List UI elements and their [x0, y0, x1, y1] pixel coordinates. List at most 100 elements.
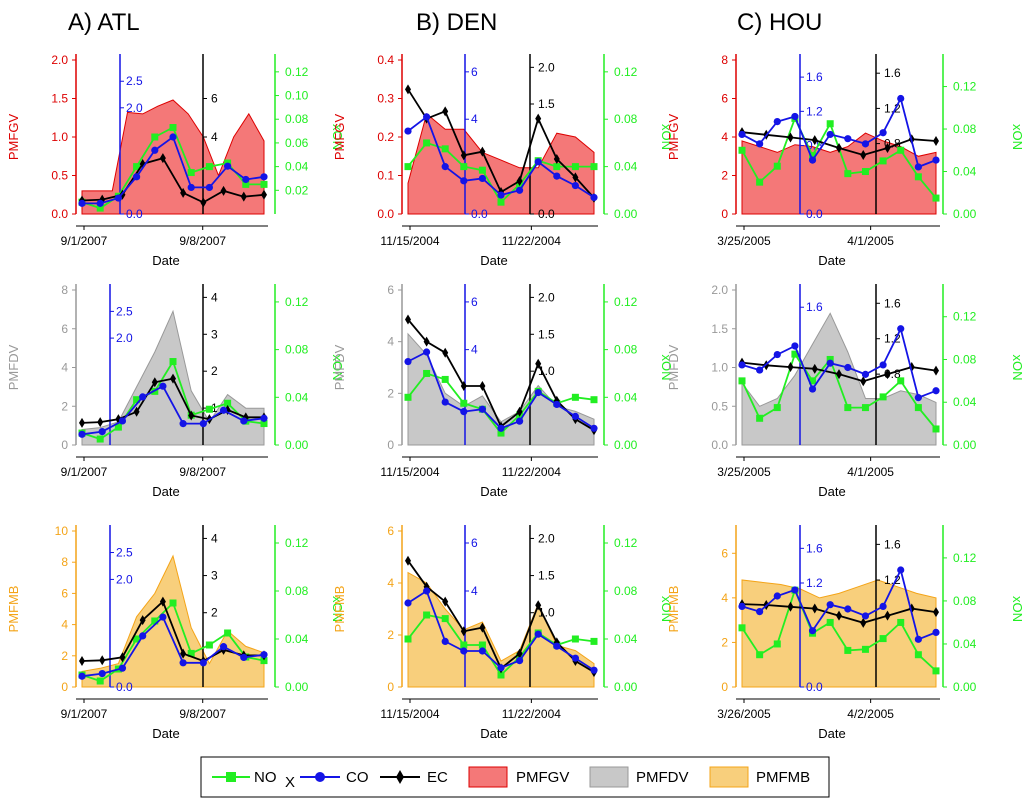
co-point [139, 632, 147, 640]
x-axis-title: Date [818, 726, 845, 741]
co-point [497, 191, 505, 199]
legend-pmfgv-swatch [468, 766, 508, 788]
left-tick-label: 0 [387, 438, 394, 452]
ec-point [860, 376, 867, 387]
ec-point [442, 596, 449, 607]
area-pmfdv [741, 312, 937, 446]
ec-point [516, 648, 523, 659]
ec-point [836, 610, 842, 621]
nox-point [861, 645, 869, 653]
nox-point [205, 405, 213, 413]
co-point [460, 177, 468, 185]
nox-tick-label: 0.12 [614, 536, 638, 550]
co-point [826, 130, 834, 139]
left-tick-label: 4 [387, 576, 394, 590]
left-tick-label: 0.2 [377, 130, 394, 144]
nox-point [571, 393, 579, 401]
nox-point [738, 624, 746, 632]
nox-tick-label: 0.08 [285, 584, 309, 598]
co-tick-label: 2.5 [126, 74, 143, 88]
ec-point [99, 655, 106, 666]
right-axis-title: xON [1010, 596, 1024, 622]
nox-point [187, 649, 195, 657]
nox-point [809, 152, 817, 160]
ec-point [884, 369, 891, 380]
left-tick-label: 0.0 [51, 207, 68, 221]
co-tick-label: 0.0 [471, 207, 488, 221]
ec-point [479, 622, 486, 633]
ec-tick-label: 1.0 [538, 364, 555, 378]
co-point [738, 602, 746, 611]
co-point [460, 647, 468, 655]
x-tick-label: 11/22/2004 [502, 707, 561, 721]
nox-point [205, 641, 213, 649]
ec-point [170, 373, 176, 384]
co-point [497, 424, 505, 432]
co-point [199, 659, 207, 667]
co-point [773, 118, 781, 126]
nox-tick-label: 0.08 [953, 122, 977, 136]
nox-point [897, 146, 905, 154]
left-tick-label: 4 [61, 618, 68, 632]
ec-tick-label: 2.0 [538, 60, 555, 74]
co-point [404, 357, 412, 366]
right-axis-title: xON [330, 124, 345, 150]
ec-point [159, 153, 166, 164]
co-point [260, 414, 268, 422]
nox-point [553, 163, 561, 171]
co-point [260, 651, 268, 659]
ec-point [811, 603, 818, 614]
ec-tick-label: 1.6 [884, 66, 901, 80]
ec-point [460, 380, 467, 391]
ec-point [405, 314, 411, 325]
nox-tick-label: 0.00 [285, 680, 309, 694]
co-tick-label: 4 [471, 584, 478, 598]
ec-point [240, 191, 247, 202]
nox-tick-label: 0.04 [614, 390, 638, 404]
nox-point [441, 145, 449, 153]
ec-point [787, 601, 794, 612]
co-point [932, 156, 940, 164]
co-point [791, 112, 799, 121]
ec-point [151, 377, 158, 388]
nox-point [478, 166, 486, 174]
ec-tick-label: 1.6 [884, 296, 901, 310]
x-tick-label: 11/15/2004 [380, 707, 439, 721]
co-tick-label: 2.5 [116, 304, 133, 318]
co-tick-label: 2.5 [116, 546, 133, 560]
co-point [242, 175, 250, 184]
co-tick-label: 1.6 [806, 300, 823, 314]
ec-point [220, 185, 227, 196]
nox-point [826, 355, 834, 363]
nox-tick-label: 0.12 [614, 295, 638, 309]
co-point [553, 172, 561, 180]
co-point [423, 587, 431, 595]
left-tick-label: 2 [61, 649, 68, 663]
ec-point [933, 365, 939, 376]
ec-point [836, 369, 842, 380]
column-title-den: B) DEN [416, 9, 497, 36]
nox-tick-label: 0.08 [285, 343, 309, 357]
nox-tick-label: 0.08 [953, 594, 977, 608]
nox-tick-label: 0.00 [953, 207, 977, 221]
co-point [879, 602, 887, 611]
ec-point [553, 154, 560, 164]
legend-pmfdv-label: PMFDV [636, 769, 689, 786]
co-point [96, 199, 104, 207]
x-tick-label: 9/1/2007 [61, 465, 108, 479]
nox-point [826, 120, 834, 128]
nox-point [756, 651, 764, 659]
nox-point [151, 617, 159, 625]
nox-point [478, 641, 486, 649]
left-tick-label: 4 [61, 361, 68, 375]
legend-pmfmb-label: PMFMB [756, 769, 810, 786]
ec-point [933, 607, 939, 618]
nox-tick-label: 0.06 [285, 136, 309, 150]
ec-tick-label: 6 [211, 92, 218, 106]
co-point [460, 408, 468, 416]
right-axis-title: xON [1010, 124, 1024, 150]
nox-point [590, 163, 598, 171]
ec-point [535, 358, 542, 369]
nox-tick-label: 0.10 [285, 89, 309, 103]
